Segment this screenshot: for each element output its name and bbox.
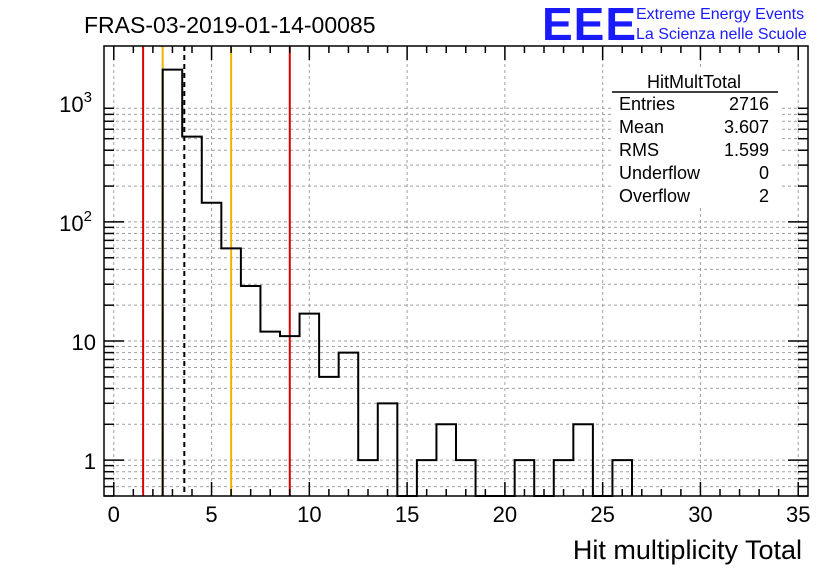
stats-value: 1.599 [724,140,769,160]
stats-value: 3.607 [724,117,769,137]
y-tick-label: 1 [84,449,96,474]
stats-label: Mean [619,117,664,137]
x-tick-label: 35 [786,502,810,527]
x-tick-label: 15 [395,502,419,527]
x-tick-label: 10 [297,502,321,527]
stats-label: Underflow [619,163,701,183]
x-tick-label: 5 [205,502,217,527]
y-tick-label: 102 [59,208,92,236]
x-tick-label: 30 [688,502,712,527]
stats-box-background [612,70,780,208]
x-tick-label: 0 [108,502,120,527]
stats-title: HitMultTotal [647,72,741,92]
x-tick-label: 25 [590,502,614,527]
histogram-outline [161,68,633,497]
stats-value: 2716 [729,94,769,114]
stats-value: 0 [759,163,769,183]
logo: EEE Extreme Energy Events La Scienza nel… [542,0,807,50]
y-tick-label: 10 [72,330,96,355]
stats-box: HitMultTotal Entries 2716 Mean 3.607 RMS 1.59… [612,70,780,208]
logo-line-1: Extreme Energy Events [636,6,804,23]
logo-line-2: La Scienza nelle Scuole [636,26,807,43]
x-axis-label: Hit multiplicity Total [573,535,802,565]
logo-mark: EEE [542,0,637,50]
stats-rows: Entries 2716 Mean 3.607 RMS 1.599 Underflow 0 Ov… [619,94,769,206]
plot-frame [103,45,809,497]
y-tick-label: 103 [59,89,92,117]
histogram-bins [161,68,633,497]
stats-label: Overflow [619,186,691,206]
stats-label: Entries [619,94,675,114]
chart-title: FRAS-03-2019-01-14-00085 [84,12,376,38]
stats-label: RMS [619,140,659,160]
x-tick-label: 20 [493,502,517,527]
stats-value: 2 [759,186,769,206]
